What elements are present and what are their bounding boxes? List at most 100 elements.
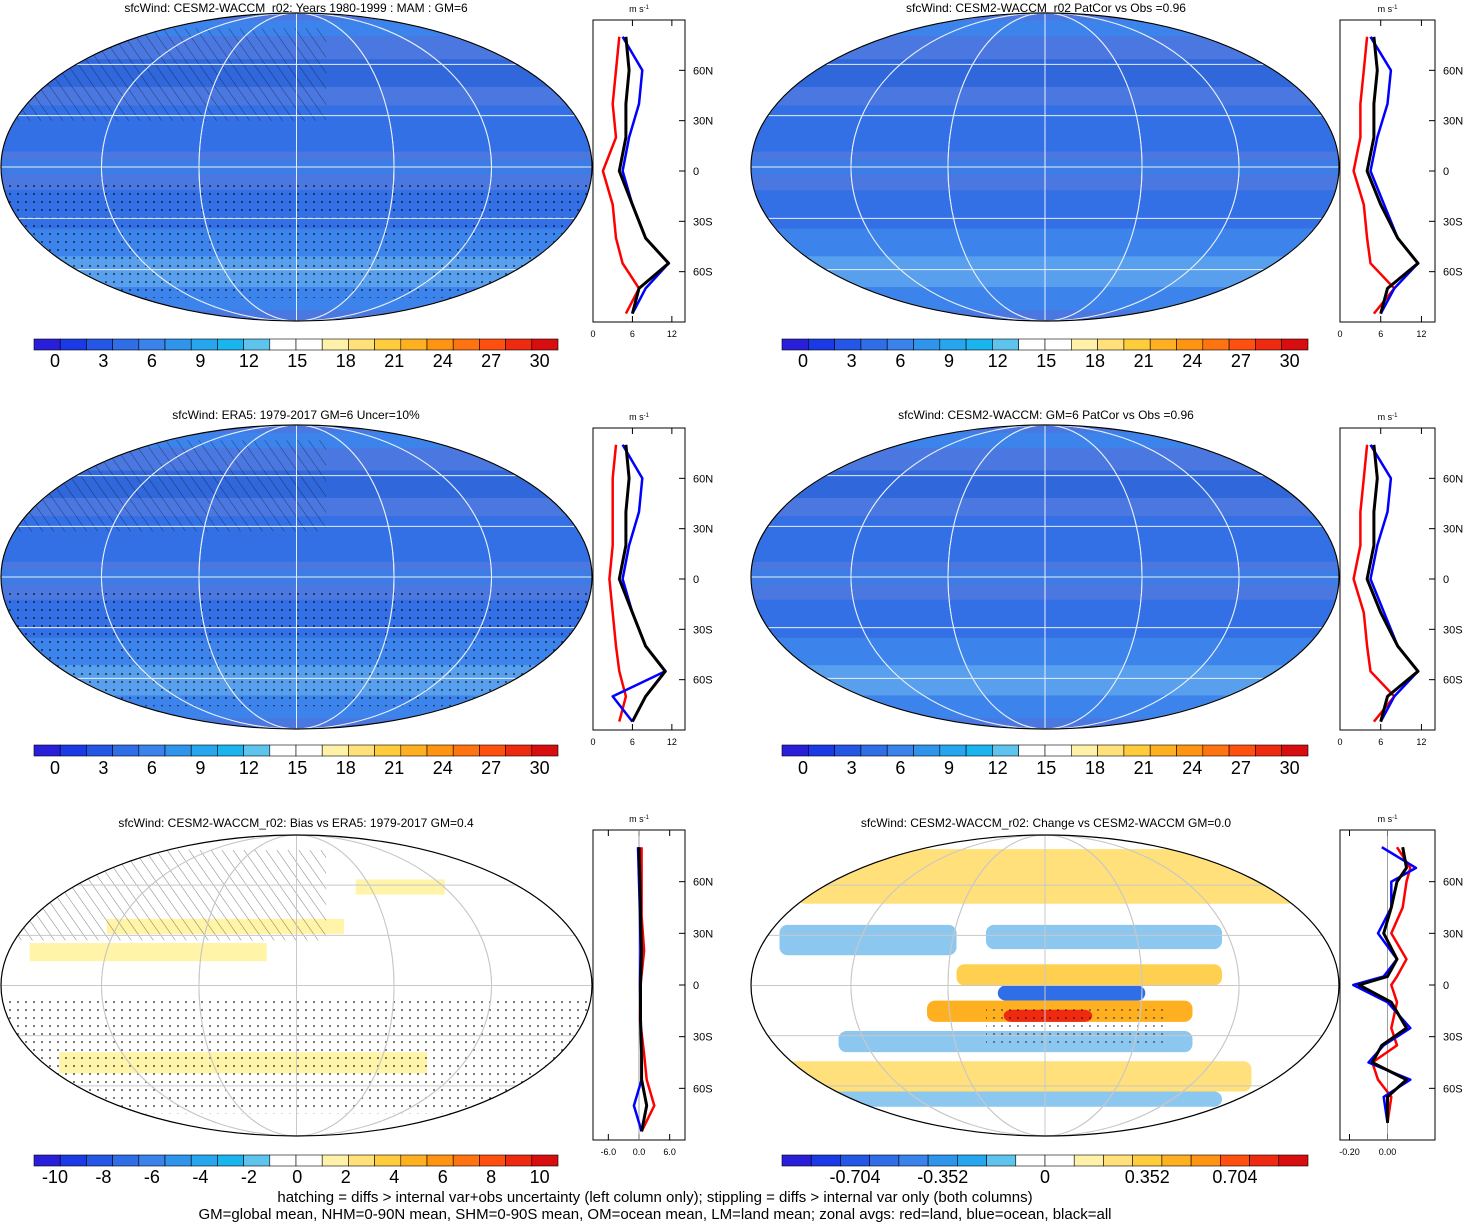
colorbar-label: 3 xyxy=(847,758,857,778)
colorbar-swatch xyxy=(1098,745,1124,756)
map-area xyxy=(750,13,1340,321)
colorbar-label: -4 xyxy=(192,1167,208,1187)
colorbar-swatch xyxy=(60,745,86,756)
colorbar-swatch xyxy=(1019,339,1045,350)
colorbar-swatch xyxy=(86,1155,112,1166)
colorbar-label: 24 xyxy=(1182,351,1202,371)
colorbar-swatch xyxy=(296,1155,322,1166)
colorbar-swatch xyxy=(1191,1155,1220,1166)
map-area xyxy=(0,425,593,729)
colorbar-swatch xyxy=(1203,339,1229,350)
change-region xyxy=(780,925,957,955)
colorbar-swatch xyxy=(1074,1155,1103,1166)
colorbar-swatch xyxy=(86,745,112,756)
colorbar-swatch xyxy=(506,339,532,350)
profile-lat-label: 0 xyxy=(1443,574,1449,586)
map-area xyxy=(0,835,593,1136)
panel-p5: sfcWind: CESM2-WACCM_r02: Bias vs ERA5: … xyxy=(0,814,713,1187)
colorbar-swatch xyxy=(887,339,913,350)
colorbar-swatch xyxy=(139,1155,165,1166)
colorbar-swatch xyxy=(34,339,60,350)
colorbar-swatch xyxy=(1133,1155,1162,1166)
colorbar-swatch xyxy=(914,339,940,350)
colorbar-swatch xyxy=(217,339,243,350)
colorbar-swatch xyxy=(870,1155,899,1166)
colorbar-swatch xyxy=(270,745,296,756)
colorbar-swatch xyxy=(1045,1155,1074,1166)
panel-title: sfcWind: CESM2-WACCM_r02: Change vs CESM… xyxy=(861,816,1232,830)
colorbar-swatch xyxy=(479,339,505,350)
colorbar-swatch xyxy=(244,745,270,756)
colorbar-swatch xyxy=(375,339,401,350)
colorbar-swatch xyxy=(1282,339,1308,350)
profile-lat-label: 60N xyxy=(1443,473,1463,485)
profile-unit-exponent: -1 xyxy=(644,413,650,419)
colorbar-swatch xyxy=(940,339,966,350)
colorbar-label: 6 xyxy=(895,351,905,371)
footer-note-hatching: hatching = diffs > internal var+obs unce… xyxy=(0,1189,1310,1206)
colorbar-label: 0.704 xyxy=(1212,1167,1257,1187)
colorbar-swatch xyxy=(1220,1155,1249,1166)
panel-p2: sfcWind: CESM2-WACCM_r02 PatCor vs Obs =… xyxy=(750,1,1463,371)
colorbar-swatch xyxy=(427,339,453,350)
map-area xyxy=(0,13,593,321)
colorbar-swatch xyxy=(165,745,191,756)
profile-lat-label: 60S xyxy=(693,1083,713,1095)
stippling-overlay xyxy=(986,1008,1163,1046)
change-region xyxy=(797,849,1298,904)
profile-lat-label: 60S xyxy=(693,675,713,687)
map-area xyxy=(750,425,1340,729)
colorbar-label: -10 xyxy=(42,1167,68,1187)
colorbar xyxy=(782,1155,1308,1166)
profile-x-label: 6 xyxy=(1378,737,1383,747)
colorbar-swatch xyxy=(1282,745,1308,756)
profile-lat-label: 30N xyxy=(1443,928,1463,940)
colorbar-label: 0 xyxy=(50,351,60,371)
colorbar-swatch xyxy=(1255,339,1281,350)
colorbar-swatch xyxy=(861,745,887,756)
colorbar-swatch xyxy=(1103,1155,1132,1166)
colorbar-swatch xyxy=(914,745,940,756)
colorbar-label: 15 xyxy=(287,758,307,778)
colorbar-swatch xyxy=(244,1155,270,1166)
profile-unit-exponent: -1 xyxy=(644,5,650,11)
colorbar-swatch xyxy=(34,745,60,756)
colorbar-label: 30 xyxy=(1280,351,1300,371)
profile-x-label: 0 xyxy=(1337,737,1342,747)
colorbar-swatch xyxy=(60,1155,86,1166)
profile-lat-label: 60N xyxy=(693,473,713,485)
profile-lat-label: 60S xyxy=(1443,1083,1463,1095)
colorbar-swatch xyxy=(835,745,861,756)
colorbar-swatch xyxy=(840,1155,869,1166)
colorbar-label: 3 xyxy=(98,351,108,371)
colorbar-swatch xyxy=(139,339,165,350)
colorbar-swatch xyxy=(1279,1155,1308,1166)
profile-x-label: 0.0 xyxy=(633,1147,646,1157)
colorbar-swatch xyxy=(453,339,479,350)
colorbar-swatch xyxy=(1019,745,1045,756)
bias-region xyxy=(30,943,267,961)
colorbar-label: 27 xyxy=(481,758,501,778)
colorbar-swatch xyxy=(811,1155,840,1166)
colorbar-label: 27 xyxy=(481,351,501,371)
colorbar-swatch xyxy=(270,1155,296,1166)
profile-x-label: 6 xyxy=(630,329,635,339)
colorbar-swatch xyxy=(113,745,139,756)
colorbar-swatch xyxy=(191,745,217,756)
colorbar-swatch xyxy=(532,745,558,756)
colorbar-label: 2 xyxy=(341,1167,351,1187)
colorbar-swatch xyxy=(191,1155,217,1166)
colorbar-label: 24 xyxy=(433,351,453,371)
colorbar-label: 15 xyxy=(1036,351,1056,371)
colorbar-swatch xyxy=(165,1155,191,1166)
profile-lat-label: 30N xyxy=(1443,116,1463,128)
profile-lat-label: 30S xyxy=(1443,1032,1463,1044)
change-region xyxy=(998,986,1146,1001)
